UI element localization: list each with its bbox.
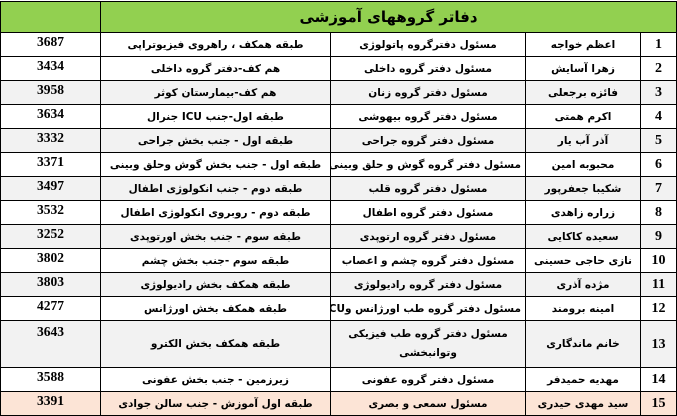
num-cell: 6: [639, 152, 677, 177]
location-cell: طبقه اول آموزش - جنب سالن جوادی: [100, 391, 331, 416]
role-cell: مسئول دفتر گروه طب اورژانس وICU: [330, 296, 526, 321]
num-cell: 14: [639, 367, 677, 392]
role-cell: مسئول دفتر گروه چشم و اعصاب: [330, 248, 526, 273]
phone-cell: 3391: [0, 391, 101, 416]
num-cell: 8: [639, 200, 677, 225]
role-cell: مسئول دفتر گروه عفونی: [330, 367, 526, 392]
name-cell: آذر آب یار: [525, 128, 641, 153]
name-cell: امینه برومند: [525, 296, 641, 321]
phone-cell: 3497: [0, 176, 101, 201]
table-row: 3803 طبقه همکف بخش رادیولوژی مسئول دفتر گر…: [0, 272, 677, 297]
phone-cell: 3434: [0, 56, 101, 81]
num-cell: 13: [639, 320, 677, 368]
location-cell: طبقه اول-جنب ICU جنرال: [100, 104, 331, 129]
table-row: 3958 هم کف-بیمارستان کوثر مسئول دفتر گروه …: [0, 80, 677, 105]
num-cell: 10: [639, 248, 677, 273]
num-cell: 15: [639, 391, 677, 416]
num-cell: 2: [639, 56, 677, 81]
num-cell: 11: [639, 272, 677, 297]
num-cell: 1: [639, 32, 677, 57]
table-row: 3802 طبقه سوم -جنب بخش چشم مسئول دفتر گروه…: [0, 248, 677, 273]
location-cell: هم کف-دفتر گروه داخلی: [100, 56, 331, 81]
location-cell: طبقه سوم -جنب بخش چشم: [100, 248, 331, 273]
name-cell: شکیبا جعفرپور: [525, 176, 641, 201]
header-row: دفاتر گروههای آموزشی: [0, 1, 677, 33]
phone-cell: 3371: [0, 152, 101, 177]
phone-cell: 3252: [0, 224, 101, 249]
table-row: 3391 طبقه اول آموزش - جنب سالن جوادی مسئول…: [0, 391, 677, 416]
header-empty-cell: [0, 1, 101, 33]
table-row: 3434 هم کف-دفتر گروه داخلی مسئول دفتر گروه…: [0, 56, 677, 81]
table-row: 3332 طبقه اول - جنب بخش جراحی مسئول دفتر گ…: [0, 128, 677, 153]
num-cell: 9: [639, 224, 677, 249]
num-cell: 3: [639, 80, 677, 105]
location-cell: زیرزمین - جنب بخش عفونی: [100, 367, 331, 392]
role-cell: مسئول دفتر گروه بیهوشی: [330, 104, 526, 129]
name-cell: اکرم همتی: [525, 104, 641, 129]
location-cell: طبقه همکف بخش اورژانس: [100, 296, 331, 321]
name-cell: اعظم خواجه: [525, 32, 641, 57]
name-cell: زهرا آسایش: [525, 56, 641, 81]
phone-cell: 3634: [0, 104, 101, 129]
phone-cell: 3588: [0, 367, 101, 392]
table-row: 3588 زیرزمین - جنب بخش عفونی مسئول دفتر گر…: [0, 367, 677, 392]
num-cell: 4: [639, 104, 677, 129]
location-cell: طبقه همکف بخش الکترو: [100, 320, 331, 368]
name-cell: محبوبه امین: [525, 152, 641, 177]
name-cell: نازی حاجی حسینی: [525, 248, 641, 273]
name-cell: خانم ماندگاری: [525, 320, 641, 368]
role-cell: مسئول دفتر گروه جراحی: [330, 128, 526, 153]
phone-cell: 3803: [0, 272, 101, 297]
phone-cell: 3532: [0, 200, 101, 225]
role-cell: مسئول دفتر گروه قلب: [330, 176, 526, 201]
name-cell: سعیده کاکایی: [525, 224, 641, 249]
table-row: 3497 طبقه دوم - جنب انکولوژی اطفال مسئول د…: [0, 176, 677, 201]
name-cell: مژده آذری: [525, 272, 641, 297]
num-cell: 5: [639, 128, 677, 153]
table-row: 3252 طبقه سوم - جنب بخش اورتوپدی مسئول دفت…: [0, 224, 677, 249]
role-cell: مسئول دفتر گروه طب فیزیکی وتوانبخشی: [330, 320, 526, 368]
role-cell: مسئول دفتر گروه رادیولوژی: [330, 272, 526, 297]
role-cell: مسئول سمعی و بصری: [330, 391, 526, 416]
role-cell: مسئول دفتر گروه داخلی: [330, 56, 526, 81]
phone-cell: 3687: [0, 32, 101, 57]
num-cell: 7: [639, 176, 677, 201]
location-cell: طبقه اول - جنب بخش گوش وحلق وبینی: [100, 152, 331, 177]
phone-cell: 3332: [0, 128, 101, 153]
location-cell: طبقه دوم - جنب انکولوژی اطفال: [100, 176, 331, 201]
name-cell: زراره زاهدی: [525, 200, 641, 225]
table-row: 3532 طبقه دوم - روبروی انکولوژی اطفال مسئو…: [0, 200, 677, 225]
phone-cell: 3802: [0, 248, 101, 273]
table-row: 3643 طبقه همکف بخش الکترو مسئول دفتر گروه …: [0, 320, 677, 368]
num-cell: 12: [639, 296, 677, 321]
location-cell: طبقه دوم - روبروی انکولوژی اطفال: [100, 200, 331, 225]
name-cell: مهدیه حمیدفر: [525, 367, 641, 392]
location-cell: هم کف-بیمارستان کوثر: [100, 80, 331, 105]
location-cell: طبقه سوم - جنب بخش اورتوپدی: [100, 224, 331, 249]
role-cell: مسئول دفتر گروه ارتوپدی: [330, 224, 526, 249]
table-title: دفاتر گروههای آموزشی: [99, 1, 677, 33]
location-cell: طبقه همکف بخش رادیولوژی: [100, 272, 331, 297]
role-cell: مسئول دفتر گروه اطفال: [330, 200, 526, 225]
role-cell: مسئول دفتر گروه گوش و حلق وبینی: [330, 152, 526, 177]
table-row: 3687 طبقه همکف ، راهروی فیزیوتراپی مسئول د…: [0, 32, 677, 57]
name-cell: فائزه برجعلی: [525, 80, 641, 105]
phone-cell: 4277: [0, 296, 101, 321]
table-row: 3634 طبقه اول-جنب ICU جنرال مسئول دفتر گرو…: [0, 104, 677, 129]
phone-cell: 3643: [0, 320, 101, 368]
role-cell: مسئول دفترگروه پاتولوژی: [330, 32, 526, 57]
location-cell: طبقه اول - جنب بخش جراحی: [100, 128, 331, 153]
role-cell: مسئول دفتر گروه زنان: [330, 80, 526, 105]
phone-cell: 3958: [0, 80, 101, 105]
name-cell: سید مهدی حیدری: [525, 391, 641, 416]
table-row: 3371 طبقه اول - جنب بخش گوش وحلق وبینی مسئ…: [0, 152, 677, 177]
table-row: 4277 طبقه همکف بخش اورژانس مسئول دفتر گروه…: [0, 296, 677, 321]
location-cell: طبقه همکف ، راهروی فیزیوتراپی: [100, 32, 331, 57]
